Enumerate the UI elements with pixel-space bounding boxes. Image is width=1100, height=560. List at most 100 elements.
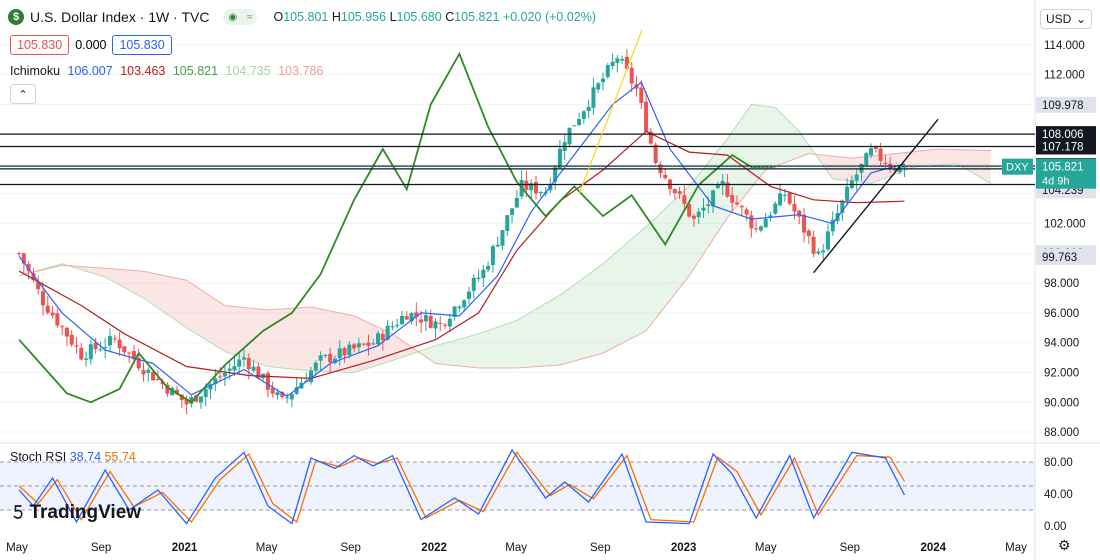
candle-body [433, 321, 438, 329]
tradingview-watermark[interactable]: 𝟻 TradingView [12, 502, 141, 524]
price-tick-label: 96.000 [1044, 308, 1079, 320]
ichimoku-legend[interactable]: Ichimoku 106.007 103.463 105.821 104.735… [10, 64, 327, 78]
candle-body [696, 211, 701, 218]
candle-body [98, 349, 103, 351]
candle-body [639, 87, 644, 103]
wave-icon[interactable]: ≈ [247, 11, 253, 23]
candle-body [294, 387, 299, 394]
candle-body [792, 204, 797, 212]
cloud-segment [545, 300, 551, 367]
cloud-segment [622, 243, 627, 344]
price-badge: 107.178 [1036, 138, 1096, 155]
candle-body [414, 312, 419, 318]
candle-body [557, 148, 562, 168]
candle-body [64, 327, 69, 337]
candle-body [869, 148, 874, 156]
candle-body [117, 339, 122, 349]
high-label: H [331, 10, 341, 24]
stoch-d-value: 55.74 [104, 450, 136, 464]
candle-body [778, 193, 783, 206]
cloud-segment [459, 337, 465, 367]
cloud-segment [315, 307, 321, 372]
cloud-segment [220, 302, 225, 352]
cloud-segment [138, 270, 144, 299]
candle-body [419, 319, 424, 323]
cloud-segment [665, 204, 671, 307]
candle-body [289, 394, 294, 400]
candle-body [490, 246, 495, 266]
sell-price-box[interactable]: 105.830 [10, 35, 70, 55]
candle-body [227, 368, 232, 371]
eye-icon[interactable]: ◉ [228, 11, 238, 23]
cloud-segment [579, 277, 584, 360]
cloud-segment [641, 226, 647, 334]
ichimoku-label[interactable]: Ichimoku [10, 64, 61, 78]
dollar-logo-icon: $ [8, 9, 24, 25]
cloud-segment [191, 283, 197, 334]
ohlc-readout: O105.801 H105.956 L105.680 C105.821 +0.0… [273, 10, 596, 24]
candle-body [93, 342, 98, 350]
candle-body [184, 399, 189, 405]
stoch-rsi-legend[interactable]: Stoch RSI 38.74 55.74 [10, 450, 136, 464]
candle-body [495, 244, 500, 247]
cloud-segment [789, 121, 795, 161]
time-tick-label: Sep [91, 542, 111, 554]
candle-body [265, 373, 270, 390]
cloud-segment [488, 328, 493, 369]
candle-body [342, 348, 347, 356]
cloud-segment [703, 162, 709, 254]
currency-select[interactable]: USD ⌄ [1040, 9, 1092, 29]
candle-body [677, 191, 682, 194]
price-tick-label: 92.000 [1044, 367, 1079, 379]
cloud-segment [263, 309, 268, 367]
cloud-segment [421, 348, 426, 357]
cloud-segment [258, 308, 264, 365]
symbol-title[interactable]: U.S. Dollar Index · 1W · TVC [30, 9, 210, 25]
cloud-segment [267, 309, 273, 368]
buy-price-box[interactable]: 105.830 [112, 35, 172, 55]
candle-body [452, 306, 457, 317]
watermark-text: TradingView [29, 502, 142, 523]
candle-body [309, 370, 314, 383]
stoch-d-line [18, 451, 906, 524]
candle-body [553, 167, 558, 183]
time-tick-label: May [505, 542, 527, 554]
candle-body [629, 67, 634, 84]
candle-body [395, 324, 400, 327]
candle-body [194, 395, 199, 402]
candle-body [466, 291, 471, 299]
cloud-segment [583, 274, 589, 359]
stoch-rsi-label[interactable]: Stoch RSI [10, 450, 67, 464]
candle-body [615, 58, 620, 63]
candle-body [285, 397, 290, 399]
candle-body [352, 344, 357, 349]
gear-icon[interactable]: ⚙ [1058, 537, 1071, 553]
candle-body [380, 333, 385, 341]
low-value: 105.680 [396, 10, 442, 24]
close-value: 105.821 [454, 10, 500, 24]
symbol-badge-label: DXY [1006, 162, 1029, 174]
collapse-legend-button[interactable]: ⌃ [10, 84, 36, 104]
candle-body [256, 366, 261, 379]
open-label: O [273, 10, 284, 24]
visibility-toggle[interactable]: ◉ ≈ [223, 9, 258, 25]
price-badge: 99.763 [1036, 248, 1096, 265]
candle-body [821, 250, 826, 253]
candle-body [672, 189, 677, 194]
cloud-segment [976, 150, 982, 178]
cloud-segment [535, 306, 541, 367]
candle-body [371, 343, 376, 345]
price-badge-label: 108.006 [1042, 129, 1084, 141]
cloud-segment [244, 307, 249, 360]
time-tick-label: Sep [590, 542, 610, 554]
candle-body [198, 396, 203, 403]
candle-body [447, 318, 452, 327]
chevron-up-icon: ⌃ [18, 88, 28, 101]
candle-body [596, 83, 601, 90]
candle-body [706, 204, 711, 207]
candle-body [366, 342, 371, 346]
candle-body [749, 215, 754, 229]
candle-body [648, 131, 653, 144]
